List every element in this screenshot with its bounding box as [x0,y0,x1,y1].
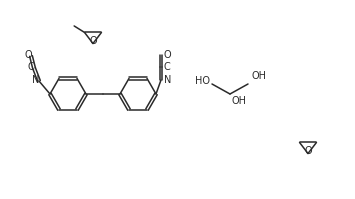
Text: N: N [164,75,171,85]
Text: OH: OH [232,96,247,106]
Text: O: O [304,146,312,156]
Text: C: C [28,62,34,72]
Text: O: O [24,50,32,60]
Text: OH: OH [251,71,266,81]
Text: C: C [164,62,171,72]
Text: O: O [164,50,171,60]
Text: N: N [32,75,40,85]
Text: HO: HO [195,76,210,86]
Text: O: O [89,36,97,47]
